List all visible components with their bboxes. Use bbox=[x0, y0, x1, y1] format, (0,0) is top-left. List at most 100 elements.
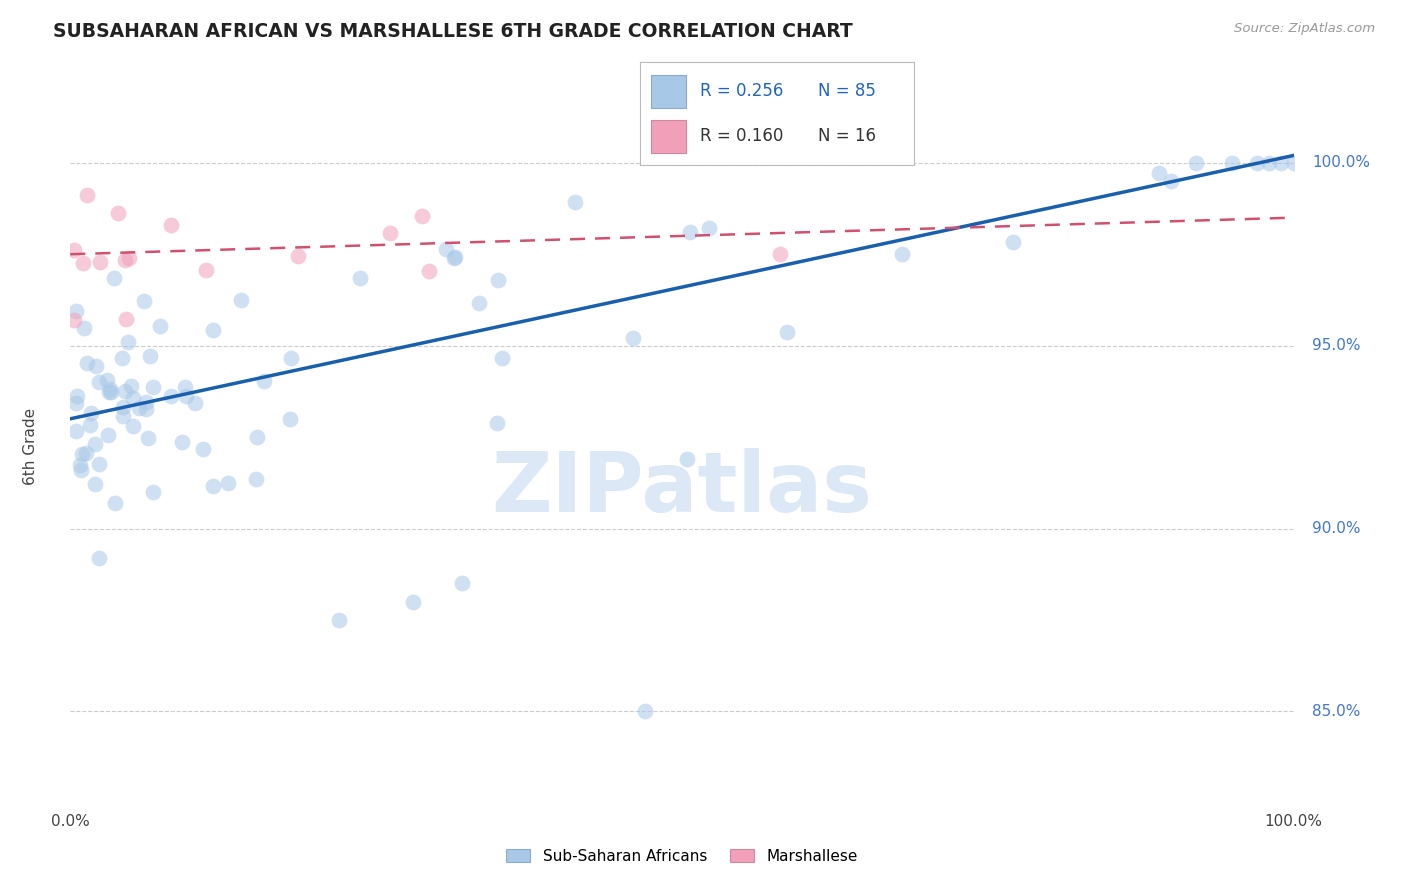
Point bbox=[1160, 174, 1182, 188]
Point bbox=[135, 402, 157, 417]
Point bbox=[87, 550, 110, 565]
Point bbox=[402, 594, 425, 608]
Point bbox=[450, 576, 472, 591]
Point bbox=[76, 356, 98, 370]
Point bbox=[678, 225, 700, 239]
Point bbox=[193, 442, 215, 456]
Text: R = 0.160: R = 0.160 bbox=[700, 128, 783, 145]
Point bbox=[1258, 155, 1281, 169]
Text: SUBSAHARAN AFRICAN VS MARSHALLESE 6TH GRADE CORRELATION CHART: SUBSAHARAN AFRICAN VS MARSHALLESE 6TH GR… bbox=[53, 22, 853, 41]
Point bbox=[174, 389, 197, 403]
Point bbox=[86, 359, 108, 373]
Point bbox=[112, 409, 135, 424]
Point bbox=[120, 379, 142, 393]
Point bbox=[195, 262, 218, 277]
Text: 90.0%: 90.0% bbox=[1312, 521, 1361, 536]
Point bbox=[160, 218, 183, 232]
Point bbox=[98, 384, 121, 399]
Point bbox=[1001, 235, 1024, 249]
Point bbox=[246, 430, 269, 444]
Point bbox=[115, 311, 138, 326]
Point bbox=[217, 475, 239, 490]
Text: 95.0%: 95.0% bbox=[1312, 338, 1361, 353]
Point bbox=[564, 195, 586, 210]
Point bbox=[63, 243, 86, 257]
Point bbox=[676, 451, 699, 466]
Point bbox=[1270, 155, 1292, 169]
Point bbox=[202, 323, 225, 337]
Point bbox=[114, 384, 136, 399]
Point bbox=[80, 405, 103, 419]
Point bbox=[174, 379, 197, 393]
Point bbox=[104, 495, 127, 509]
Point bbox=[769, 247, 792, 261]
Point bbox=[118, 251, 141, 265]
Point bbox=[1184, 155, 1206, 169]
Point bbox=[280, 411, 302, 425]
Point bbox=[1220, 155, 1243, 169]
Point bbox=[697, 220, 720, 235]
Point bbox=[79, 417, 101, 432]
Point bbox=[96, 373, 118, 387]
Point bbox=[73, 320, 96, 334]
Point bbox=[98, 382, 121, 396]
Point bbox=[1282, 155, 1305, 169]
Point bbox=[87, 376, 110, 390]
Point bbox=[111, 351, 134, 365]
Point bbox=[107, 205, 129, 219]
Point bbox=[488, 273, 510, 287]
Text: N = 85: N = 85 bbox=[818, 82, 876, 100]
Point bbox=[65, 424, 87, 438]
Point bbox=[128, 401, 150, 415]
Point bbox=[443, 251, 465, 265]
Point bbox=[378, 226, 401, 240]
Point bbox=[135, 395, 157, 409]
Point bbox=[114, 253, 136, 268]
Point bbox=[1246, 155, 1268, 169]
Point bbox=[75, 445, 97, 459]
Text: 100.0%: 100.0% bbox=[1312, 155, 1369, 170]
Point bbox=[491, 351, 513, 365]
Point bbox=[170, 435, 193, 450]
Point bbox=[485, 416, 508, 430]
Point bbox=[72, 256, 94, 270]
Bar bbox=[651, 75, 686, 108]
Point bbox=[69, 458, 91, 473]
Point bbox=[132, 294, 155, 309]
Point bbox=[253, 374, 276, 388]
Point bbox=[66, 389, 89, 403]
Point bbox=[97, 427, 120, 442]
Point bbox=[231, 293, 253, 307]
Point bbox=[65, 304, 87, 318]
Point bbox=[287, 249, 309, 263]
Text: 6th Grade: 6th Grade bbox=[24, 408, 38, 484]
Point bbox=[1147, 166, 1170, 180]
Point bbox=[468, 296, 491, 310]
Bar bbox=[651, 120, 686, 153]
Point bbox=[149, 319, 172, 334]
Point bbox=[84, 437, 107, 451]
Point bbox=[634, 704, 657, 718]
Point bbox=[111, 400, 134, 414]
Point bbox=[418, 263, 440, 277]
Point bbox=[87, 457, 110, 471]
Text: Source: ZipAtlas.com: Source: ZipAtlas.com bbox=[1234, 22, 1375, 36]
Point bbox=[69, 463, 91, 477]
Point bbox=[65, 396, 87, 410]
Point bbox=[139, 350, 162, 364]
Point bbox=[121, 391, 143, 405]
Point bbox=[136, 431, 159, 445]
Text: N = 16: N = 16 bbox=[818, 128, 876, 145]
Point bbox=[100, 385, 122, 400]
Point bbox=[76, 187, 98, 202]
Point bbox=[89, 254, 111, 268]
Legend: Sub-Saharan Africans, Marshallese: Sub-Saharan Africans, Marshallese bbox=[502, 844, 862, 868]
Point bbox=[891, 247, 914, 261]
Point bbox=[141, 380, 163, 394]
Point bbox=[444, 250, 467, 264]
Point bbox=[621, 331, 644, 345]
Point bbox=[70, 447, 93, 461]
Text: 85.0%: 85.0% bbox=[1312, 704, 1360, 719]
Point bbox=[122, 418, 145, 433]
Point bbox=[117, 335, 139, 350]
